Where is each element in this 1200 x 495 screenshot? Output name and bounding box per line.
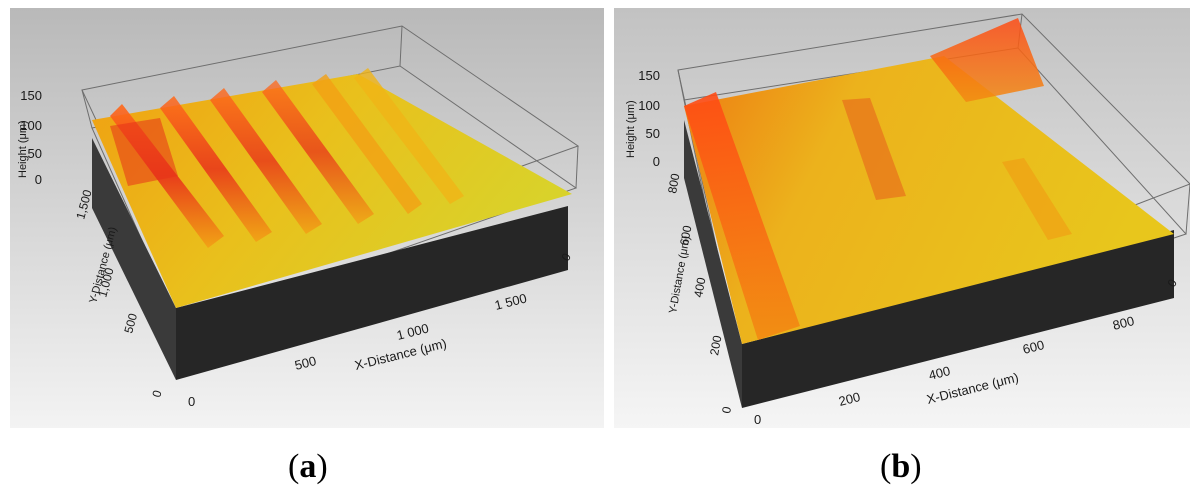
panel-a-ridges <box>110 68 464 248</box>
panel-b-x-tick: 800 <box>1111 313 1136 333</box>
panel-b-z-tick: 50 <box>646 126 660 141</box>
panel-b-y-tick: 800 <box>665 172 682 194</box>
panel-b-z-axis-label: Height (μm) <box>625 100 637 158</box>
panel-b-ridges <box>684 18 1072 340</box>
panel-a-base-left-face <box>92 138 176 380</box>
panel-a-ridge-highlight <box>110 118 178 186</box>
panel-b-ridge-center <box>842 98 906 200</box>
panel-a-z-tick: 0 <box>35 172 42 187</box>
panel-b-z-tick: 150 <box>638 68 660 83</box>
panel-b-base-left-face <box>684 120 742 408</box>
panel-b-y-tick: 200 <box>707 334 724 356</box>
panel-b-base-front-face <box>742 230 1174 408</box>
panel-a-z-tick: 50 <box>28 146 42 161</box>
panel-b-x-tick: 200 <box>837 389 862 409</box>
panel-a-y-tick: 0 <box>149 388 164 398</box>
panel-a-caption: (a) <box>288 448 328 486</box>
panel-a-3d-surface-plot: 150 100 50 0 Height (μm) 1,500 1,000 500… <box>10 8 604 428</box>
panel-a-caption-close: ) <box>316 448 328 485</box>
panel-b-z-axis: 150 100 50 0 Height (μm) <box>625 68 660 169</box>
panel-b-z-tick: 0 <box>653 154 660 169</box>
panel-b-surface <box>684 56 1174 344</box>
panel-b-y-tick: 400 <box>691 276 708 298</box>
panel-a-ridge <box>312 74 422 214</box>
panel-a-x-tick: 0 <box>188 394 195 409</box>
panel-b-plot-svg: 150 100 50 0 Height (μm) 800 600 400 200… <box>614 8 1190 428</box>
panel-b-z-tick: 100 <box>638 98 660 113</box>
panel-a-ridge <box>210 88 322 234</box>
panel-b-3d-surface-plot: 150 100 50 0 Height (μm) 800 600 400 200… <box>614 8 1190 428</box>
panel-a-base-front-face <box>176 206 568 380</box>
panel-b-ridge-top <box>930 18 1044 102</box>
panel-a-caption-letter: a <box>299 448 317 485</box>
panel-a-surface <box>92 74 572 308</box>
panel-a-caption-open: ( <box>288 448 300 485</box>
panel-b-y-tick: 600 <box>677 224 694 246</box>
panel-a-ridge <box>262 80 374 224</box>
panel-b-x-tick: 600 <box>1021 337 1046 357</box>
panel-a-y-tick: 500 <box>121 311 140 334</box>
panel-b-y-tick: 0 <box>719 405 734 414</box>
panel-b-caption-open: ( <box>880 448 892 485</box>
panel-b-caption: (b) <box>880 448 922 486</box>
panel-b-ridge-left <box>684 92 800 340</box>
panel-b-caption-close: ) <box>910 448 922 485</box>
panel-b-ridge-right <box>1002 158 1072 240</box>
panel-a-plot-svg: 150 100 50 0 Height (μm) 1,500 1,000 500… <box>10 8 604 428</box>
panel-a-z-axis: 150 100 50 0 Height (μm) <box>17 88 42 187</box>
panel-a-z-tick: 100 <box>20 118 42 133</box>
panel-b-x-tick: 0 <box>754 412 761 427</box>
panel-a-z-axis-label: Height (μm) <box>17 120 29 178</box>
panel-a-ridge <box>160 96 272 242</box>
panel-a-x-tick: 500 <box>293 353 318 373</box>
panel-b-x-tick: 400 <box>927 363 952 383</box>
panel-a-ridge <box>354 68 464 204</box>
panel-b-caption-letter: b <box>891 448 911 485</box>
panel-a-z-tick: 150 <box>20 88 42 103</box>
